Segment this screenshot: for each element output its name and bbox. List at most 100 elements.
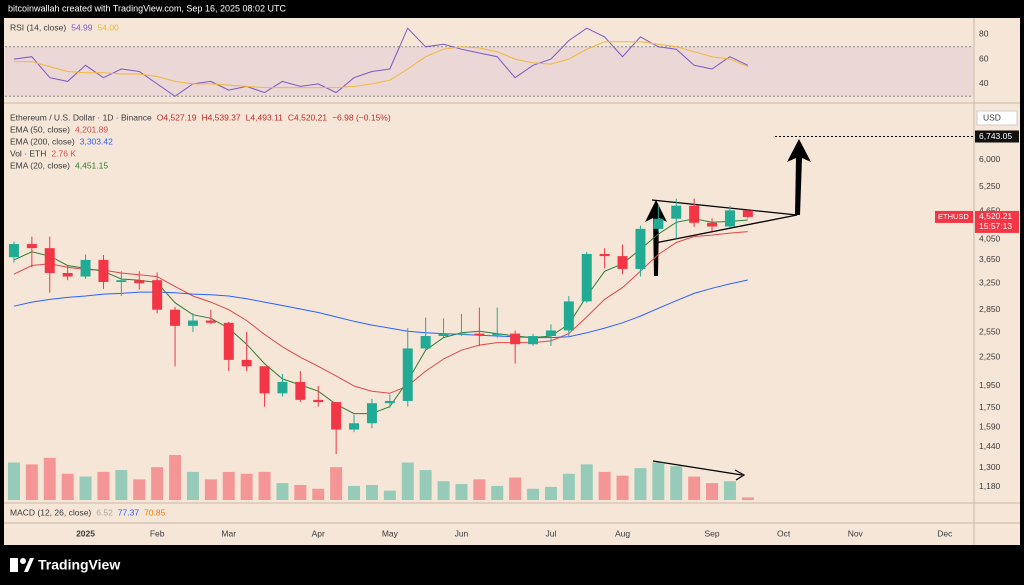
candle-body xyxy=(366,403,377,424)
volume-bar xyxy=(562,473,575,500)
x-tick-label: 2025 xyxy=(76,528,95,538)
candle-body xyxy=(438,333,449,337)
candle-body xyxy=(80,259,91,277)
y-tick-label: 1,300 xyxy=(979,462,1001,472)
x-tick-label: Feb xyxy=(150,528,165,538)
symbol-tag-box xyxy=(935,210,973,223)
y-tick-label: 6,000 xyxy=(979,154,1001,164)
candle-body xyxy=(707,222,718,227)
candle-body xyxy=(205,320,216,323)
candle-body xyxy=(277,381,288,394)
volume-bar xyxy=(723,481,736,500)
logo-mark xyxy=(24,558,34,572)
symbol-tag: ETHUSD xyxy=(938,212,969,221)
last-price-box xyxy=(975,210,1019,233)
brand: TradingView xyxy=(38,557,120,573)
volume-bar xyxy=(491,485,504,500)
volume-bar xyxy=(312,488,325,500)
logo-mark xyxy=(10,558,18,572)
candle-body xyxy=(98,259,109,283)
volume-bar xyxy=(79,476,92,500)
candle-body xyxy=(152,280,163,310)
volume-bar xyxy=(652,462,665,500)
volume-bar xyxy=(706,483,719,500)
currency-box xyxy=(976,110,1018,126)
indicator-value: 54.00 xyxy=(98,22,120,32)
volume-bar xyxy=(741,497,754,500)
candle-body xyxy=(402,348,413,401)
y-tick-label: 1,440 xyxy=(979,441,1001,451)
x-tick-label: Aug xyxy=(615,528,630,538)
rsi-line xyxy=(13,41,748,89)
ohlc-value: L4,493.11 xyxy=(246,112,283,122)
candle-body xyxy=(653,218,664,229)
candle-body xyxy=(116,280,127,283)
trend-arrow-head xyxy=(734,469,746,481)
candle-body xyxy=(474,333,485,336)
ohlc-value: C4,520.21 xyxy=(288,112,327,122)
x-tick-label: Mar xyxy=(221,528,236,538)
legend-value: 4,201.89 xyxy=(75,124,108,134)
y-tick-label: 40 xyxy=(979,78,989,88)
volume-bar xyxy=(25,464,38,500)
candle-body xyxy=(331,402,342,430)
candle-body xyxy=(62,273,73,277)
candle-body xyxy=(742,210,753,217)
volume-bar xyxy=(61,473,74,500)
y-tick-label: 2,550 xyxy=(979,326,1001,336)
y-tick-label: 1,180 xyxy=(979,481,1001,491)
y-tick-label: 2,850 xyxy=(979,304,1001,314)
indicator-value: 70.85 xyxy=(144,507,166,517)
candle-body xyxy=(134,280,145,284)
ohlc-value: H4,539.37 xyxy=(201,112,240,122)
x-tick-label: Jul xyxy=(546,528,557,538)
volume-bar xyxy=(7,462,20,500)
x-tick-label: Jun xyxy=(455,528,469,538)
indicator-value: 77.37 xyxy=(118,507,140,517)
volume-bar xyxy=(365,485,378,500)
candle-body xyxy=(8,244,19,258)
volume-bar xyxy=(670,466,683,500)
last-price-label: 4,520.21 xyxy=(979,211,1012,221)
legend-name: Vol · ETH xyxy=(10,148,46,158)
candle-body xyxy=(689,205,700,223)
candle-body xyxy=(617,256,628,269)
y-tick-label: 3,650 xyxy=(979,254,1001,264)
ohlc-value: O4,527.19 xyxy=(157,112,197,122)
ohlc-value: −6.98 (−0.15%) xyxy=(332,112,391,122)
logo-mark xyxy=(20,558,26,564)
x-tick-label: Oct xyxy=(777,528,791,538)
x-tick-label: Sep xyxy=(704,528,719,538)
indicator-title: RSI (14, close) xyxy=(10,22,66,32)
candle-body xyxy=(44,248,55,274)
indicator-value: 6.52 xyxy=(96,507,113,517)
arrow xyxy=(787,139,811,215)
y-tick-label: 1,590 xyxy=(979,421,1001,431)
x-tick-label: Nov xyxy=(848,528,864,538)
attribution: bitcoinwallah created with TradingView.c… xyxy=(8,3,286,13)
candle-body xyxy=(259,366,270,394)
volume-bar xyxy=(580,464,593,500)
volume-bar xyxy=(240,473,253,500)
volume-bar xyxy=(330,467,343,500)
volume-bar xyxy=(401,462,414,500)
candle-body xyxy=(384,400,395,404)
y-tick-label: 1,950 xyxy=(979,380,1001,390)
candle-body xyxy=(420,336,431,349)
volume-bar xyxy=(258,471,271,500)
y-tick-label: 5,250 xyxy=(979,181,1001,191)
candle-body xyxy=(456,333,467,335)
candle-body xyxy=(295,381,306,400)
candle-body xyxy=(599,253,610,257)
logo: TradingView xyxy=(10,557,120,573)
volume-bar xyxy=(419,470,432,500)
indicator-title: MACD (12, 26, close) xyxy=(10,507,91,517)
volume-bar xyxy=(616,475,629,500)
volume-bar xyxy=(151,467,164,500)
legend-name: EMA (20, close) xyxy=(10,160,70,170)
x-tick-label: May xyxy=(382,528,399,538)
candle-body xyxy=(510,333,521,345)
candle-body xyxy=(724,210,735,227)
volume-bar xyxy=(169,455,182,500)
